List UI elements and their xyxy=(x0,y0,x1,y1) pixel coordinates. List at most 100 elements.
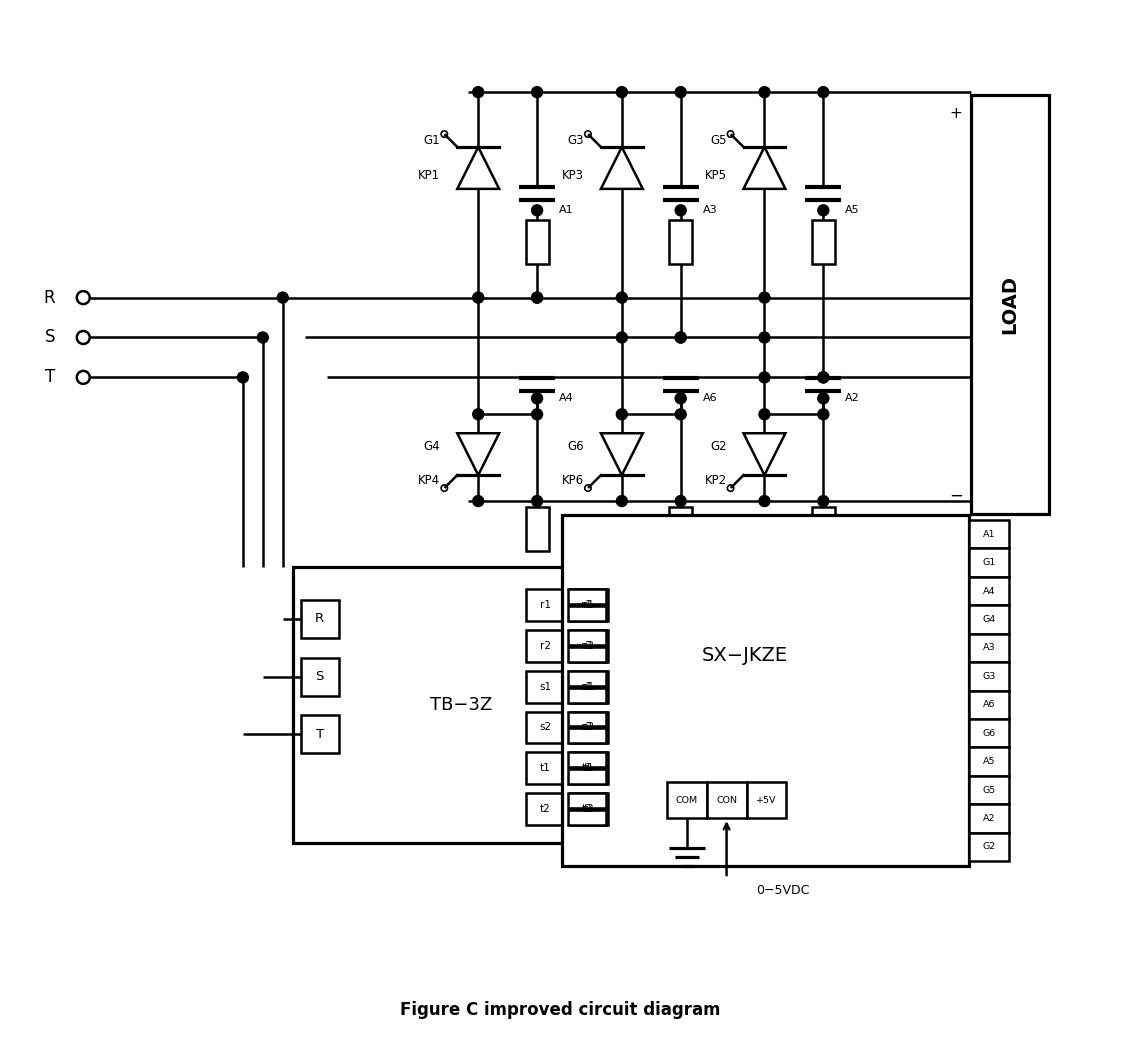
Text: A1: A1 xyxy=(559,206,574,215)
Circle shape xyxy=(532,392,542,404)
Circle shape xyxy=(675,333,686,343)
Text: A4: A4 xyxy=(983,586,995,596)
Text: KP1: KP1 xyxy=(418,170,441,183)
Text: t2: t2 xyxy=(584,805,594,814)
Text: KP3: KP3 xyxy=(562,170,584,183)
Bar xyxy=(570,793,607,826)
Text: KP5: KP5 xyxy=(704,170,727,183)
Circle shape xyxy=(277,292,289,303)
Bar xyxy=(568,793,606,826)
Bar xyxy=(969,520,1009,549)
Bar xyxy=(969,719,1009,747)
Text: Figure C improved circuit diagram: Figure C improved circuit diagram xyxy=(400,1001,720,1019)
Text: t1: t1 xyxy=(584,764,594,773)
Circle shape xyxy=(818,495,828,507)
Text: A4: A4 xyxy=(559,393,574,403)
Text: CON: CON xyxy=(716,796,737,805)
Text: G5: G5 xyxy=(983,786,995,794)
Bar xyxy=(969,577,1009,605)
Text: A6: A6 xyxy=(702,393,717,403)
Text: A5: A5 xyxy=(983,757,995,766)
Circle shape xyxy=(818,409,828,420)
Circle shape xyxy=(532,409,542,420)
Text: s1: s1 xyxy=(539,682,551,691)
Circle shape xyxy=(818,205,828,216)
Text: G2: G2 xyxy=(983,842,995,852)
Text: +: + xyxy=(950,106,962,121)
Text: r2: r2 xyxy=(584,641,594,650)
Text: s1: s1 xyxy=(583,682,595,691)
Bar xyxy=(301,715,338,753)
Bar xyxy=(568,670,606,703)
Circle shape xyxy=(758,495,770,507)
Bar xyxy=(526,670,564,703)
Text: −: − xyxy=(949,487,962,505)
Text: G2: G2 xyxy=(710,440,727,453)
Bar xyxy=(293,566,564,843)
Bar xyxy=(969,747,1009,776)
Circle shape xyxy=(472,87,483,98)
Bar xyxy=(570,752,607,785)
Text: KP4: KP4 xyxy=(418,473,441,487)
Text: G3: G3 xyxy=(568,133,584,147)
Circle shape xyxy=(675,409,686,420)
Bar xyxy=(526,752,564,785)
Text: r1: r1 xyxy=(582,600,593,609)
Text: r1: r1 xyxy=(540,600,551,609)
Circle shape xyxy=(758,409,770,420)
Bar xyxy=(811,507,835,551)
Text: A5: A5 xyxy=(845,206,860,215)
Text: s2: s2 xyxy=(539,723,551,732)
Bar xyxy=(969,662,1009,690)
Text: G1: G1 xyxy=(424,133,441,147)
Text: KP2: KP2 xyxy=(704,473,727,487)
Bar xyxy=(570,588,607,621)
Text: t2: t2 xyxy=(582,805,593,814)
Circle shape xyxy=(532,87,542,98)
Bar xyxy=(526,588,564,621)
Text: G4: G4 xyxy=(983,615,995,624)
Circle shape xyxy=(532,292,542,303)
Text: G5: G5 xyxy=(710,133,727,147)
Text: t2: t2 xyxy=(540,805,550,814)
Bar xyxy=(969,605,1009,634)
Circle shape xyxy=(758,87,770,98)
Bar xyxy=(707,783,746,818)
Text: COM: COM xyxy=(675,796,698,805)
Circle shape xyxy=(675,333,686,343)
Circle shape xyxy=(675,495,686,507)
Bar xyxy=(301,658,338,695)
Text: r2: r2 xyxy=(582,641,593,650)
Bar xyxy=(526,629,564,662)
Bar xyxy=(667,783,707,818)
Bar xyxy=(526,711,564,744)
Text: S: S xyxy=(316,670,323,683)
Circle shape xyxy=(472,292,483,303)
Circle shape xyxy=(616,87,628,98)
Bar xyxy=(570,629,607,662)
Bar xyxy=(969,776,1009,805)
Text: S: S xyxy=(45,328,55,346)
Bar xyxy=(746,783,787,818)
Circle shape xyxy=(758,292,770,303)
Text: G1: G1 xyxy=(983,558,995,568)
Text: A2: A2 xyxy=(845,393,860,403)
Text: G3: G3 xyxy=(983,671,995,681)
Circle shape xyxy=(616,292,628,303)
Circle shape xyxy=(238,372,248,383)
Bar xyxy=(301,600,338,638)
Bar xyxy=(568,752,606,785)
Text: +5V: +5V xyxy=(756,796,777,805)
Bar xyxy=(568,629,606,662)
Bar xyxy=(568,711,606,744)
Bar xyxy=(570,711,607,744)
Text: LOAD: LOAD xyxy=(1001,275,1019,334)
Circle shape xyxy=(818,372,828,383)
Bar xyxy=(969,833,1009,861)
Bar xyxy=(971,95,1049,514)
Text: r2: r2 xyxy=(540,641,551,650)
Circle shape xyxy=(818,87,828,98)
Text: KP6: KP6 xyxy=(562,473,584,487)
Circle shape xyxy=(532,495,542,507)
Circle shape xyxy=(758,333,770,343)
